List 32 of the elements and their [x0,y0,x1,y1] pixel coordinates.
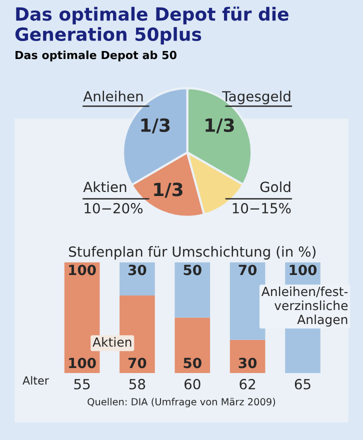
bar [174,318,210,374]
slice-label: Anleihen [83,90,143,102]
data-label: 30 [238,358,257,368]
chart-title: Das optimale Depot für die Generation 50plus [15,6,288,45]
annotation: 100 [69,264,96,276]
x-tick-label: 62 [240,378,256,390]
text: 1/3 [154,182,182,198]
slice-label: Aktien 10−20% [83,181,143,214]
chart-subtitle: Das optimale Depot ab 50 [16,50,176,62]
data-label: 70 [128,358,146,368]
slice-label: Tagesgeld [222,90,290,104]
series-label: Aktien [92,337,132,347]
x-tick-label: 60 [184,378,200,390]
source-note: Quellen: DIA (Umfrage von März 2009) [88,398,276,408]
slice-label: Gold 10−15% [232,181,291,214]
text: 1/3 [141,118,170,134]
bar [174,262,210,318]
text: 1/3 [206,118,234,134]
data-label: 50 [184,358,202,368]
data-label: 70 [238,264,257,276]
x-tick-label: 55 [74,379,90,390]
data-label: 100 [290,264,317,276]
chart-title: Stufenplan für Umschichtung (in %) [69,246,316,260]
series-label: Anleihen/fest- verzinsliche Anlagen [261,286,348,327]
bar [230,340,266,374]
x-tick-label: 58 [129,378,146,390]
data-label: 100 [69,358,96,368]
bar [120,262,155,296]
x-axis-title: Alter [22,376,49,385]
x-tick-label: 65 [294,378,310,390]
data-label: 30 [128,264,146,276]
data-label: 50 [184,264,202,276]
